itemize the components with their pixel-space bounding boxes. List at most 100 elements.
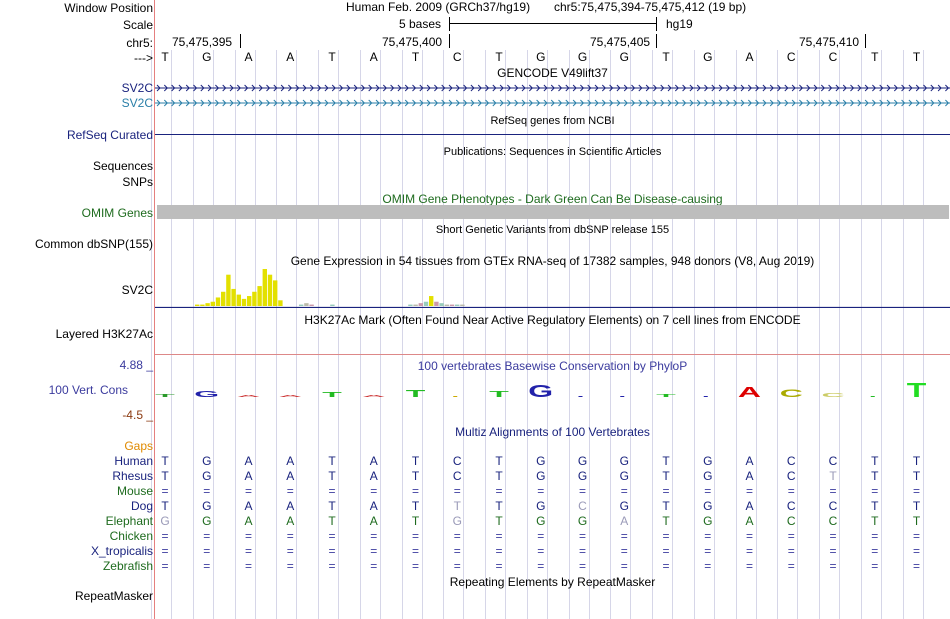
species-label[interactable]: Human xyxy=(114,454,153,468)
gencode-gene-models[interactable] xyxy=(155,80,950,110)
gtex-track-label[interactable]: SV2C xyxy=(121,283,153,297)
base-letter: A xyxy=(244,50,253,64)
strand-chevron xyxy=(857,99,862,107)
strand-chevron xyxy=(375,99,380,107)
phylop-track-label[interactable]: 100 Vert. Cons xyxy=(48,383,128,397)
alignment-base: T xyxy=(328,454,336,468)
strand-chevron xyxy=(477,84,482,92)
strand-chevron xyxy=(441,84,446,92)
dbsnp-track-title: Short Genetic Variants from dbSNP releas… xyxy=(435,224,670,236)
gencode-gene-label[interactable]: SV2C xyxy=(121,96,153,110)
strand-chevron xyxy=(879,99,884,107)
strand-chevron xyxy=(412,84,417,92)
h3k27ac-track-label[interactable]: Layered H3K27Ac xyxy=(55,327,153,341)
gencode-gene-model-1[interactable] xyxy=(155,84,950,92)
strand-chevron xyxy=(404,99,409,107)
gtex-bar-chart[interactable] xyxy=(155,266,950,308)
strand-chevron xyxy=(616,84,621,92)
gtex-bar xyxy=(252,291,257,306)
alignment-base: = xyxy=(411,529,419,543)
strand-chevron xyxy=(682,84,687,92)
alignment-base: A xyxy=(244,514,253,528)
strand-chevron xyxy=(207,99,212,107)
gtex-bar xyxy=(267,274,273,306)
alignment-base: T xyxy=(328,499,336,513)
strand-chevron xyxy=(937,84,942,92)
strand-chevron xyxy=(784,99,789,107)
base-letter: G xyxy=(703,50,713,64)
strand-chevron xyxy=(587,99,592,107)
scale-label: Scale xyxy=(122,18,153,32)
gencode-gene-label[interactable]: SV2C xyxy=(121,81,153,95)
alignment-base: G xyxy=(619,454,629,468)
alignment-base: = xyxy=(453,544,461,558)
window-position-label: Window Position xyxy=(64,1,153,15)
strand-chevron xyxy=(842,84,847,92)
alignment-base: = xyxy=(328,559,336,573)
strand-chevron xyxy=(755,99,760,107)
strand-chevron xyxy=(528,99,534,107)
alignment-base: = xyxy=(495,529,503,543)
strand-chevron xyxy=(244,84,249,92)
alignment-base: = xyxy=(495,559,503,573)
gtex-bar xyxy=(299,304,304,306)
omim-track-label[interactable]: OMIM Genes xyxy=(81,206,153,220)
strand-chevron xyxy=(791,99,796,107)
refseq-track-label[interactable]: RefSeq Curated xyxy=(66,128,153,142)
alignment-base: G xyxy=(703,499,713,513)
species-label[interactable]: Rhesus xyxy=(112,469,153,483)
publications-track-label[interactable]: Sequences xyxy=(92,159,153,173)
alignment-base: T xyxy=(495,514,503,528)
phylop-max-label: 4.88 _ xyxy=(119,358,153,372)
species-label[interactable]: Mouse xyxy=(116,484,153,498)
alignment-base: T xyxy=(871,514,879,528)
snps-track-label[interactable]: SNPs xyxy=(122,175,153,189)
repeatmasker-track-label[interactable]: RepeatMasker xyxy=(74,589,153,603)
base-letter: C xyxy=(452,50,462,64)
omim-gene-bar[interactable] xyxy=(157,205,949,219)
position-readout[interactable]: chr5:75,475,394-75,475,412 (19 bp) xyxy=(554,0,747,14)
strand-chevron xyxy=(945,99,950,107)
strand-chevron xyxy=(426,84,431,92)
phylop-letter: C xyxy=(780,387,803,400)
alignment-base: G xyxy=(577,514,588,528)
refseq-gene-line[interactable] xyxy=(155,134,950,135)
alignment-base: T xyxy=(912,499,921,513)
gtex-bar xyxy=(309,304,314,306)
gtex-bar xyxy=(444,304,449,306)
strand-chevron xyxy=(543,99,548,107)
strand-chevron xyxy=(258,99,263,107)
strand-chevron xyxy=(872,99,877,107)
species-label[interactable]: Elephant xyxy=(105,514,153,528)
alignment-base: A xyxy=(369,514,378,528)
gencode-gene-model-2[interactable] xyxy=(155,99,950,107)
species-label[interactable]: Zebrafish xyxy=(102,559,153,573)
alignment-base: = xyxy=(871,484,879,498)
strand-chevron xyxy=(317,84,322,92)
strand-chevron xyxy=(207,84,212,92)
alignment-base: A xyxy=(745,514,754,528)
strand-chevron xyxy=(799,99,804,107)
alignment-base: = xyxy=(871,559,879,573)
alignment-base: T xyxy=(161,469,169,483)
strand-chevron xyxy=(784,84,789,92)
alignment-base: = xyxy=(912,559,920,573)
gtex-bar xyxy=(210,301,215,306)
strand-chevron xyxy=(295,99,300,107)
publications-track-title: Publications: Sequences in Scientific Ar… xyxy=(443,146,662,158)
alignment-base: = xyxy=(495,484,503,498)
dbsnp-track-label[interactable]: Common dbSNP(155) xyxy=(34,237,153,251)
strand-chevron xyxy=(623,99,628,107)
alignment-base: = xyxy=(662,544,670,558)
strand-chevron xyxy=(711,84,716,92)
strand-chevron xyxy=(382,84,388,92)
alignment-base: = xyxy=(370,529,378,543)
species-label[interactable]: Chicken xyxy=(109,529,153,543)
alignment-base: = xyxy=(871,529,879,543)
strand-chevron xyxy=(390,84,395,92)
phylop-letter: T xyxy=(322,391,342,399)
species-label[interactable]: X_tropicalis xyxy=(90,544,153,558)
strand-chevron xyxy=(368,99,373,107)
species-label[interactable]: Dog xyxy=(130,499,153,513)
